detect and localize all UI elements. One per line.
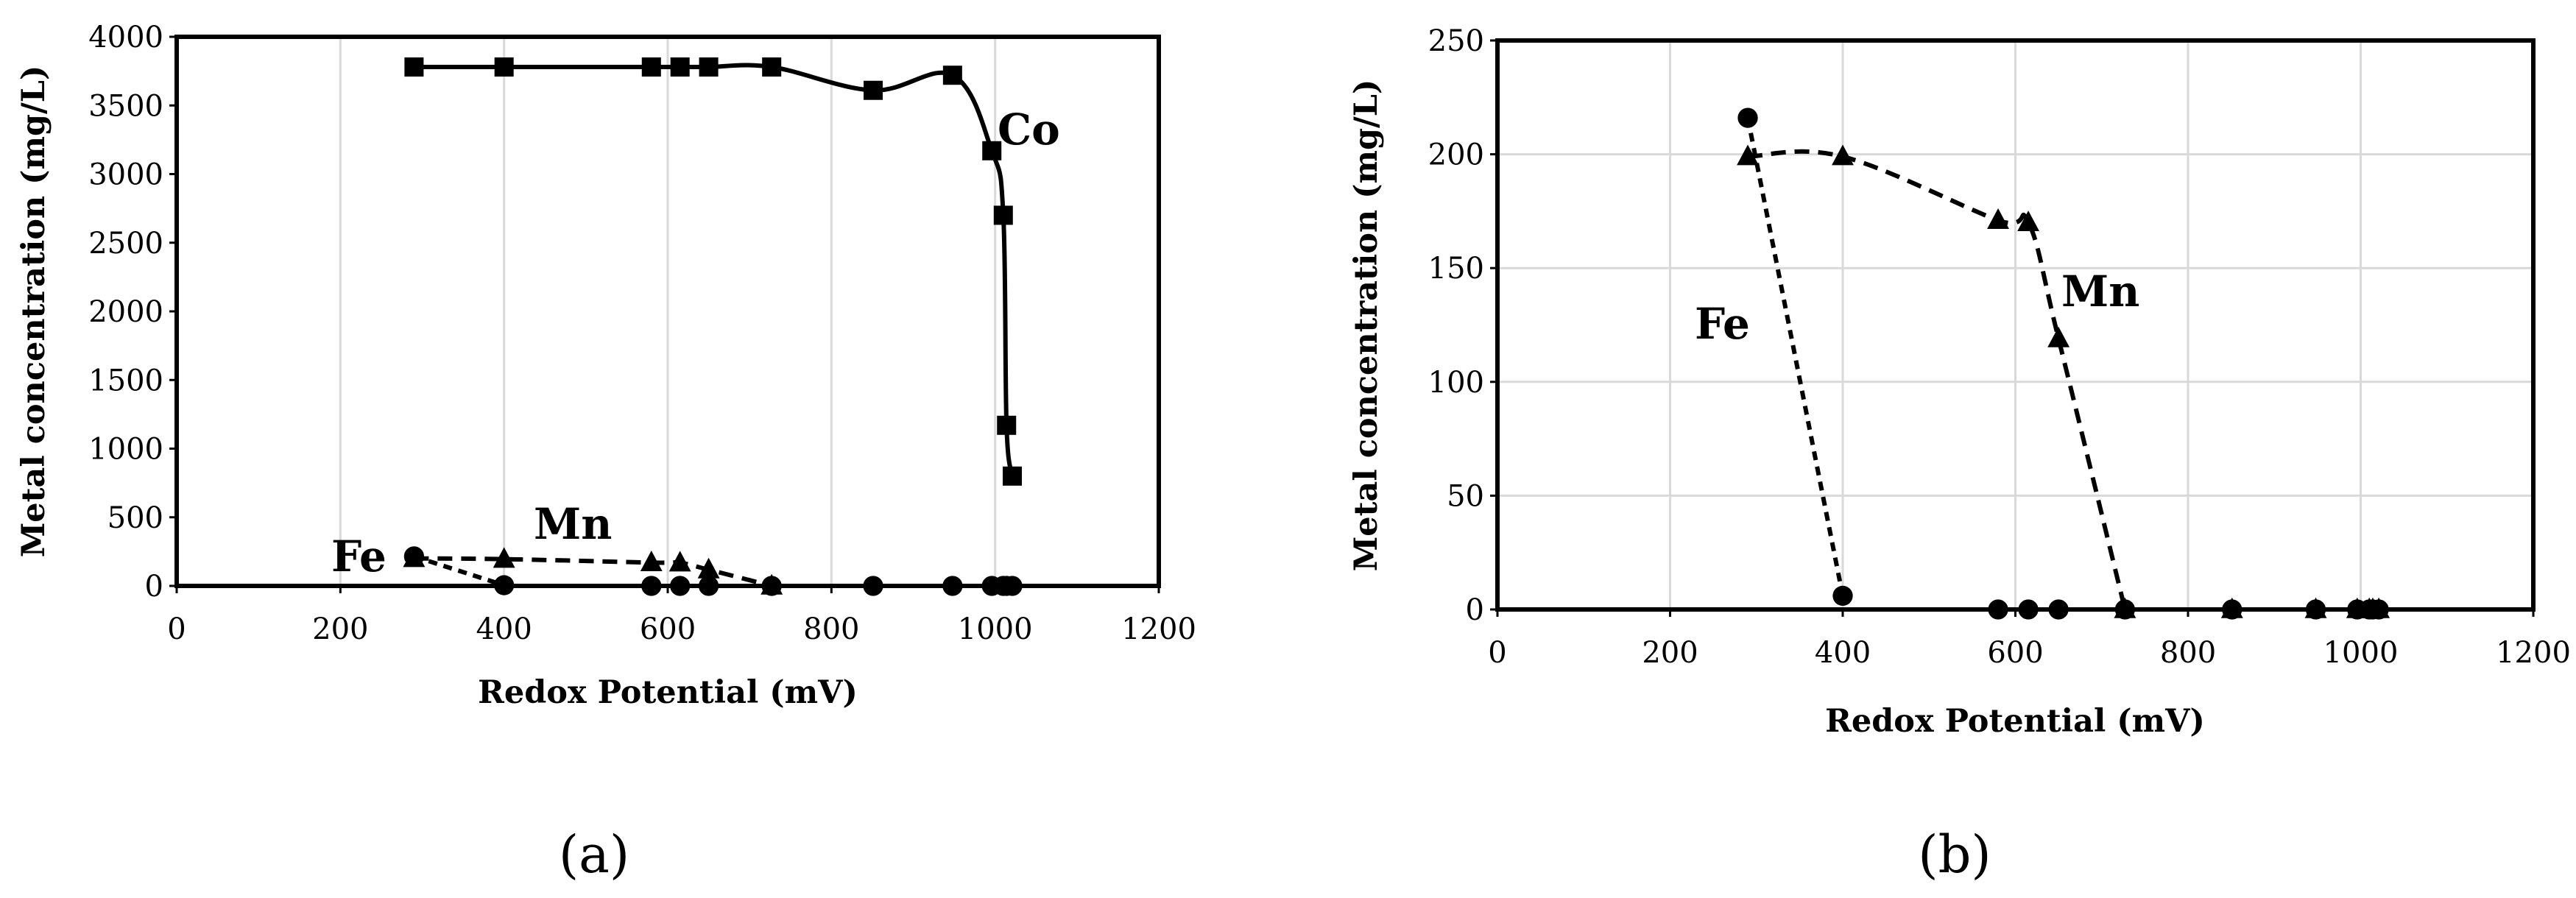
data-point-mn — [1987, 208, 2009, 229]
data-point-co — [762, 57, 782, 77]
data-point-fe — [670, 576, 691, 596]
x-tick-label: 400 — [476, 612, 532, 646]
x-tick-label: 800 — [803, 612, 859, 646]
series-line-mn — [414, 556, 772, 588]
data-point-co — [494, 57, 514, 77]
series-line-fe — [1746, 117, 1845, 596]
data-point-fe — [761, 576, 782, 596]
data-point-mn — [1832, 144, 1854, 166]
series-markers-b — [1737, 107, 2390, 620]
series-lines-b — [1746, 117, 2128, 610]
series-label-co-a: Co — [998, 105, 1060, 155]
x-tick-label: 600 — [1987, 636, 2043, 670]
x-tick-label: 1200 — [2496, 636, 2571, 670]
data-point-co — [404, 57, 424, 77]
y-tick-label: 50 — [1447, 479, 1484, 513]
tick-labels-b: 0 200 400 600 800 1000 1200 0 50 100 150 200 250 — [1428, 24, 2571, 670]
x-tick-label: 0 — [1488, 636, 1506, 670]
x-tick-label: 1000 — [958, 612, 1033, 646]
series-label-fe-b: Fe — [1695, 299, 1750, 349]
x-tick-label: 200 — [1642, 636, 1698, 670]
series-markers-a — [403, 57, 1023, 596]
y-tick-label: 1500 — [88, 364, 163, 397]
data-point-fe — [2114, 599, 2136, 620]
x-tick-label: 200 — [312, 612, 368, 646]
data-point-co — [982, 141, 1002, 160]
y-tick-label: 0 — [145, 570, 163, 604]
data-point-fe — [698, 576, 719, 596]
y-tick-label: 3500 — [88, 89, 163, 123]
y-axis-label-a: Metal concentration (mg/L) — [15, 66, 52, 558]
x-tick-label: 0 — [167, 612, 186, 646]
gridlines-a — [339, 37, 997, 586]
data-point-fe — [494, 575, 515, 595]
y-tick-label: 2500 — [88, 227, 163, 261]
data-point-co — [670, 57, 690, 77]
data-point-fe — [2018, 599, 2039, 620]
data-point-fe — [2368, 599, 2389, 620]
y-tick-label: 3000 — [88, 158, 163, 192]
data-point-mn — [668, 551, 691, 572]
data-point-co — [993, 205, 1013, 225]
x-axis-label-b: Redox Potential (mV) — [1825, 703, 2205, 740]
x-tick-label: 800 — [2160, 636, 2216, 670]
y-tick-label: 1000 — [88, 433, 163, 467]
data-point-fe — [1832, 585, 1853, 607]
data-point-fe — [942, 576, 963, 596]
data-point-mn — [493, 547, 515, 568]
tick-labels-a: 0 200 400 600 800 1000 1200 0 500 1000 1500 2000 250… — [88, 21, 1196, 646]
data-point-fe — [1737, 107, 1758, 128]
data-point-fe — [1002, 576, 1023, 596]
data-point-co — [997, 415, 1017, 435]
chart-panel-b: 0 200 400 600 800 1000 1200 0 50 100 150 200 250 Red… — [1348, 24, 2571, 885]
y-axis-label-b: Metal concentration (mg/L) — [1348, 79, 1385, 572]
x-tick-label: 600 — [640, 612, 696, 646]
x-tick-label: 400 — [1815, 636, 1871, 670]
gridlines-b — [1497, 40, 2533, 609]
y-tick-label: 200 — [1428, 138, 1484, 172]
x-axis-label-a: Redox Potential (mV) — [478, 674, 858, 711]
chart-panel-a: 0 200 400 600 800 1000 1200 0 500 1000 1500 2000 250… — [15, 21, 1196, 885]
x-tick-label: 1200 — [1121, 612, 1196, 646]
y-tick-label: 250 — [1428, 24, 1484, 58]
series-line-mn — [1747, 149, 2128, 610]
panel-label-a: (a) — [559, 824, 629, 885]
data-point-mn — [697, 557, 720, 579]
data-point-fe — [863, 576, 883, 596]
data-point-co — [699, 57, 719, 77]
y-tick-label: 2000 — [88, 295, 163, 329]
y-tick-label: 4000 — [88, 21, 163, 54]
data-point-fe — [1988, 599, 2008, 620]
data-point-fe — [2305, 599, 2326, 620]
y-tick-label: 150 — [1428, 252, 1484, 286]
data-point-mn — [640, 551, 663, 571]
data-point-fe — [2048, 599, 2069, 620]
data-point-mn — [2017, 211, 2040, 232]
x-tick-label: 1000 — [2323, 636, 2399, 670]
series-label-fe-a: Fe — [331, 531, 387, 581]
data-point-fe — [403, 546, 425, 567]
data-point-co — [641, 57, 661, 77]
y-tick-label: 500 — [107, 501, 163, 535]
data-point-mn — [2047, 326, 2070, 347]
series-label-mn-b: Mn — [2061, 266, 2139, 317]
y-tick-label: 100 — [1428, 366, 1484, 400]
panel-label-b: (b) — [1918, 824, 1991, 885]
y-tick-label: 0 — [1466, 593, 1484, 627]
data-point-co — [864, 80, 883, 100]
series-label-mn-a: Mn — [534, 499, 612, 549]
data-point-co — [942, 66, 962, 85]
data-point-mn — [1737, 144, 1759, 166]
data-point-fe — [2222, 599, 2242, 620]
series-line-co — [414, 63, 1014, 477]
data-point-fe — [641, 576, 662, 596]
data-point-co — [1003, 466, 1023, 486]
